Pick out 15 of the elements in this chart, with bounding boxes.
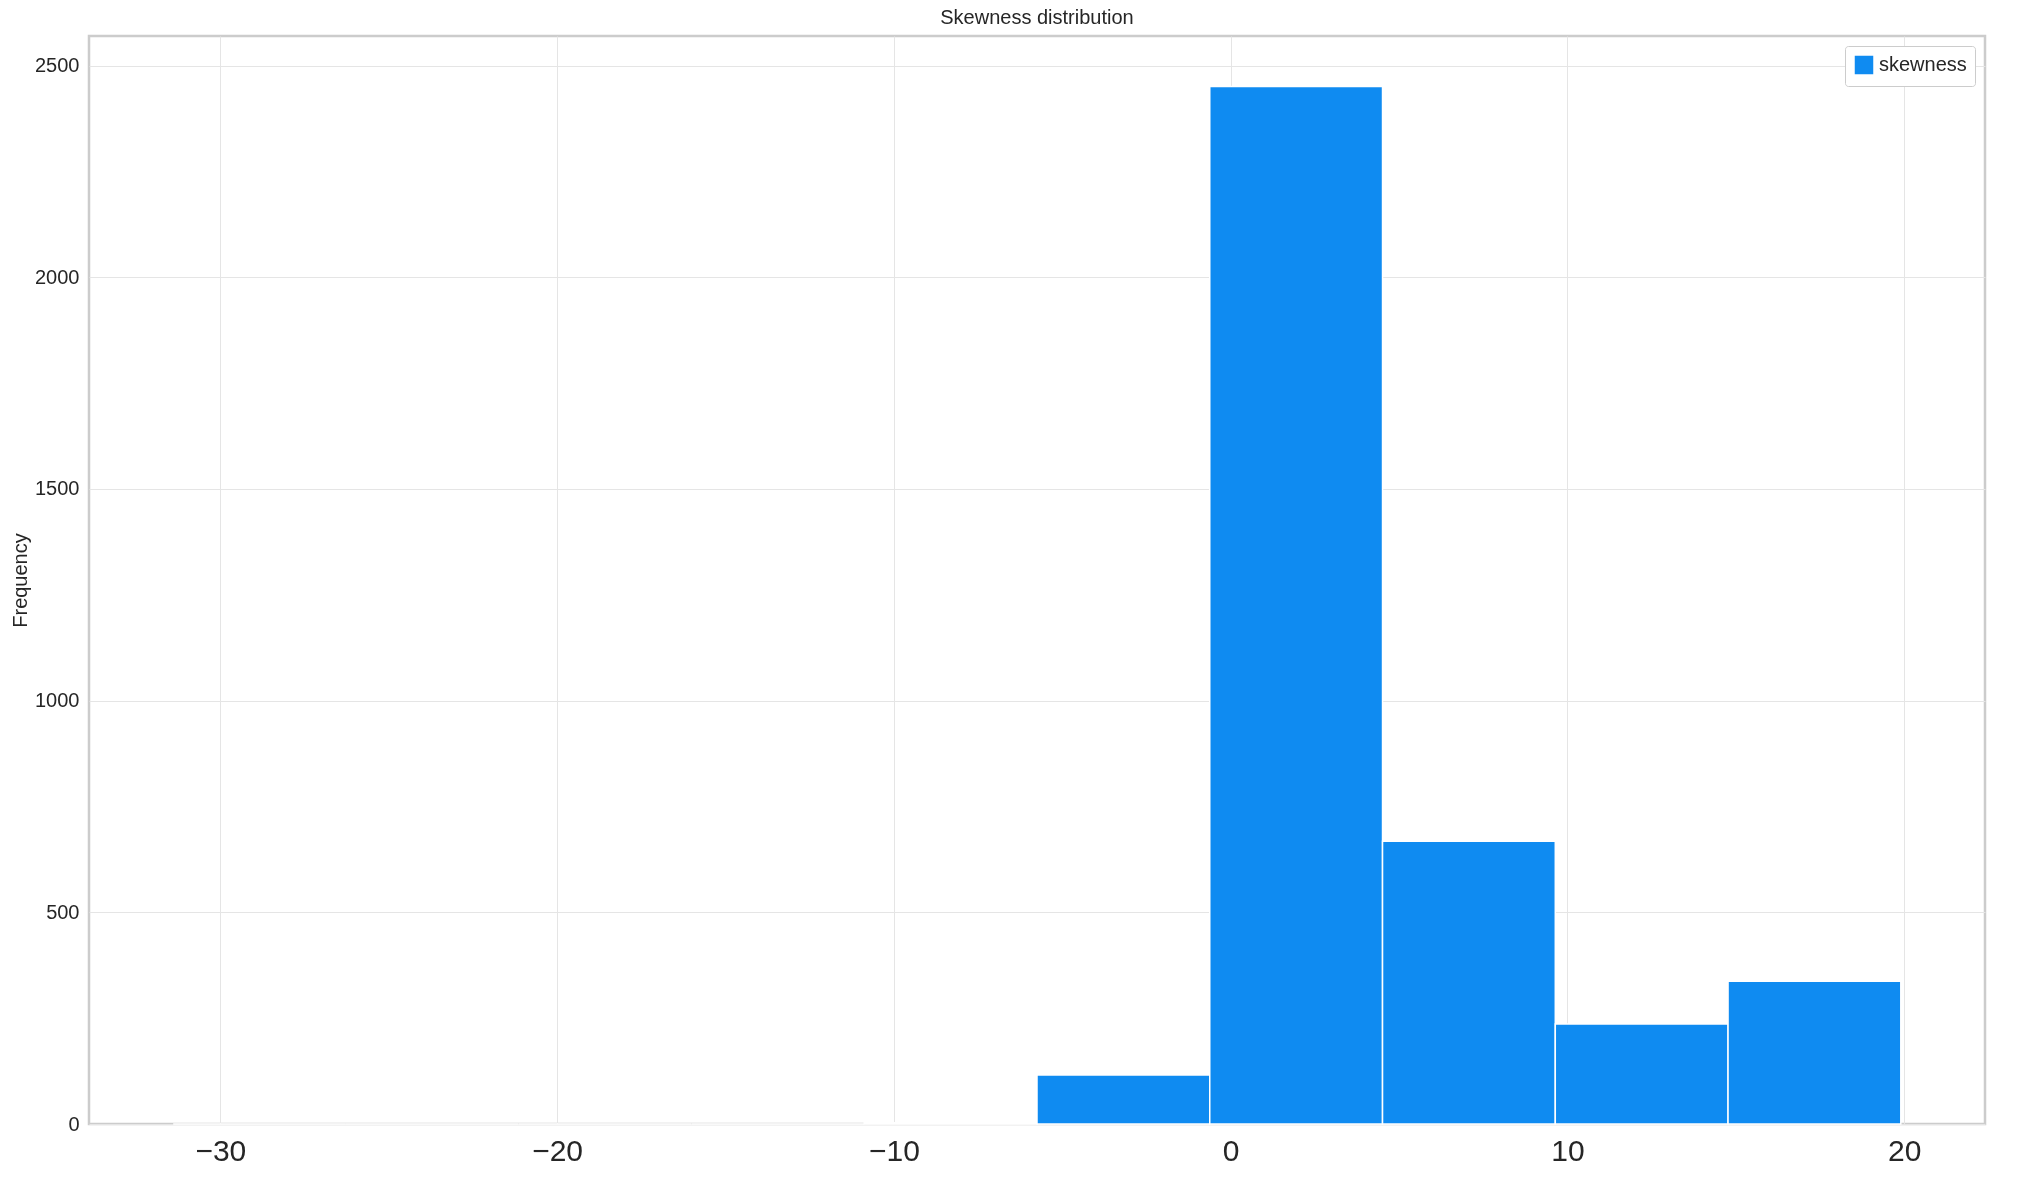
chart-title: Skewness distribution [940,6,1134,28]
y-tick-label: 2500 [35,54,80,77]
x-tick-label: −30 [195,1133,247,1167]
y-tick-label: 1000 [35,689,80,712]
y-tick-label: 0 [68,1112,80,1135]
x-tick-label: 20 [1887,1133,1922,1167]
y-tick-label: 500 [46,900,80,923]
x-tick-label: −20 [532,1133,584,1167]
y-axis-title: Frequency [9,533,32,628]
legend-label: skewness [1879,53,1967,75]
x-tick-label: −10 [868,1133,920,1167]
x-tick-label: 10 [1551,1133,1585,1167]
y-tick-label: 1500 [35,477,80,500]
y-tick-label: 2000 [35,265,80,288]
x-tick-label: 0 [1222,1133,1240,1167]
